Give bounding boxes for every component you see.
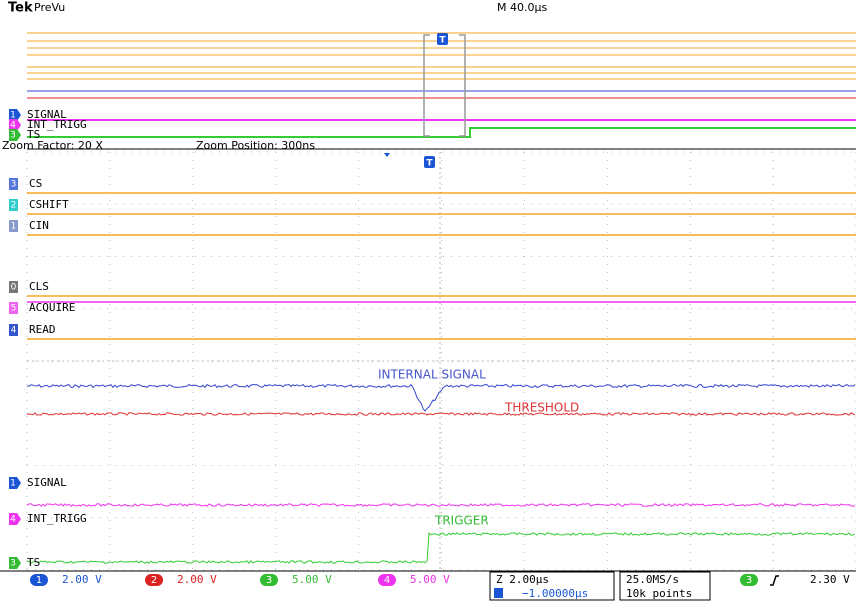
channel-marker-label: 3 [10,131,16,141]
channel-pill[interactable] [260,574,278,586]
ts-trace [26,532,856,564]
channel-marker-label: 3 [10,559,16,569]
channel-marker [9,119,21,131]
trigger-icon: T [439,36,446,46]
channel-number: 1 [36,575,42,586]
trigger-icon-box [437,33,448,45]
trigger-pill[interactable] [740,574,758,586]
trigger-icon: T [426,159,433,169]
overview [27,32,856,150]
annotation: INTERNAL SIGNAL [378,368,486,382]
channel-name: CLS [29,280,49,293]
channel-marker [9,109,21,121]
zoom-position: Zoom Position: 300ns [196,139,315,152]
record-length: 10k points [626,587,692,600]
trigger-source: 3 [746,575,752,586]
channel-pill[interactable] [145,574,163,586]
channel-name: INT_TRIGG [27,118,87,131]
channel-name: TS [27,128,40,141]
channel-marker [9,557,21,569]
channel-marker-label: 0 [11,283,17,293]
trigger-icon-box [424,156,435,168]
channel-scale: 5.00 V [410,573,450,586]
channel-marker-label: 1 [10,479,16,489]
timebase: M 40.0µs [497,1,547,14]
int-trigg-trace [26,503,856,507]
channel-marker-label: 4 [10,121,16,131]
annotation: TRIGGER [434,514,489,528]
channel-marker [9,477,21,489]
channel-labels: 3 CS 2 CSHIFT 1 CIN 0 CLS 5 ACQUIRE 4 READ INTERNAL … [9,108,579,569]
channel-marker-label: 2 [11,201,17,211]
channel-scale: 2.00 V [62,573,102,586]
channel-marker [9,324,18,336]
channel-marker [9,281,18,293]
brand: Tek [8,1,33,16]
channel-marker-label: 1 [10,111,16,121]
channel-marker-label: 5 [11,304,17,314]
zoom-factor: Zoom Factor: 20 X [2,139,103,152]
channel-name: CSHIFT [29,198,69,211]
zoom-box [489,571,615,601]
channel-name: CS [29,177,42,190]
delay: −1.00000µs [522,587,588,600]
channel-number: 2 [151,575,157,586]
channel-marker [9,302,18,314]
channel-name: TS [27,556,40,569]
channel-scale: 2.00 V [177,573,217,586]
status-bar: 1 2.00 V 2 2.00 V 3 5.00 V 4 5.00 V Z 2.00µs−1.0… [0,570,856,601]
channel-marker-label: 4 [11,326,17,336]
waveform-area [26,151,856,571]
channel-name: INT_TRIGG [27,512,87,525]
internal-signal-trace [26,383,856,412]
threshold-trace [26,412,856,416]
channel-name: ACQUIRE [29,301,75,314]
channel-name: CIN [29,219,49,232]
mode: PreVu [34,1,65,14]
channel-number: 4 [384,575,390,586]
channel-scale: 5.00 V [292,573,332,586]
channel-pill[interactable] [378,574,396,586]
channel-marker [9,129,21,141]
zoom-time: Z 2.00µs [496,573,549,586]
channel-number: 3 [266,575,272,586]
channel-marker [9,220,18,232]
channel-marker [9,199,18,211]
sample-rate: 25.0MS/s [626,573,679,586]
channel-name: SIGNAL [27,108,67,121]
channel-marker [9,178,18,190]
acq-box [619,571,711,601]
position-marker [384,153,390,157]
channel-name: READ [29,323,56,336]
annotation: THRESHOLD [504,401,579,415]
slope-icon [770,575,779,586]
channel-marker-label: 1 [11,222,17,232]
channel-name: SIGNAL [27,476,67,489]
channel-marker-label: 3 [11,180,17,190]
trigger-level: 2.30 V [810,573,850,586]
channel-marker-label: 4 [10,515,16,525]
channel-marker [9,513,21,525]
channel-pill[interactable] [30,574,48,586]
delay-icon [494,588,503,598]
